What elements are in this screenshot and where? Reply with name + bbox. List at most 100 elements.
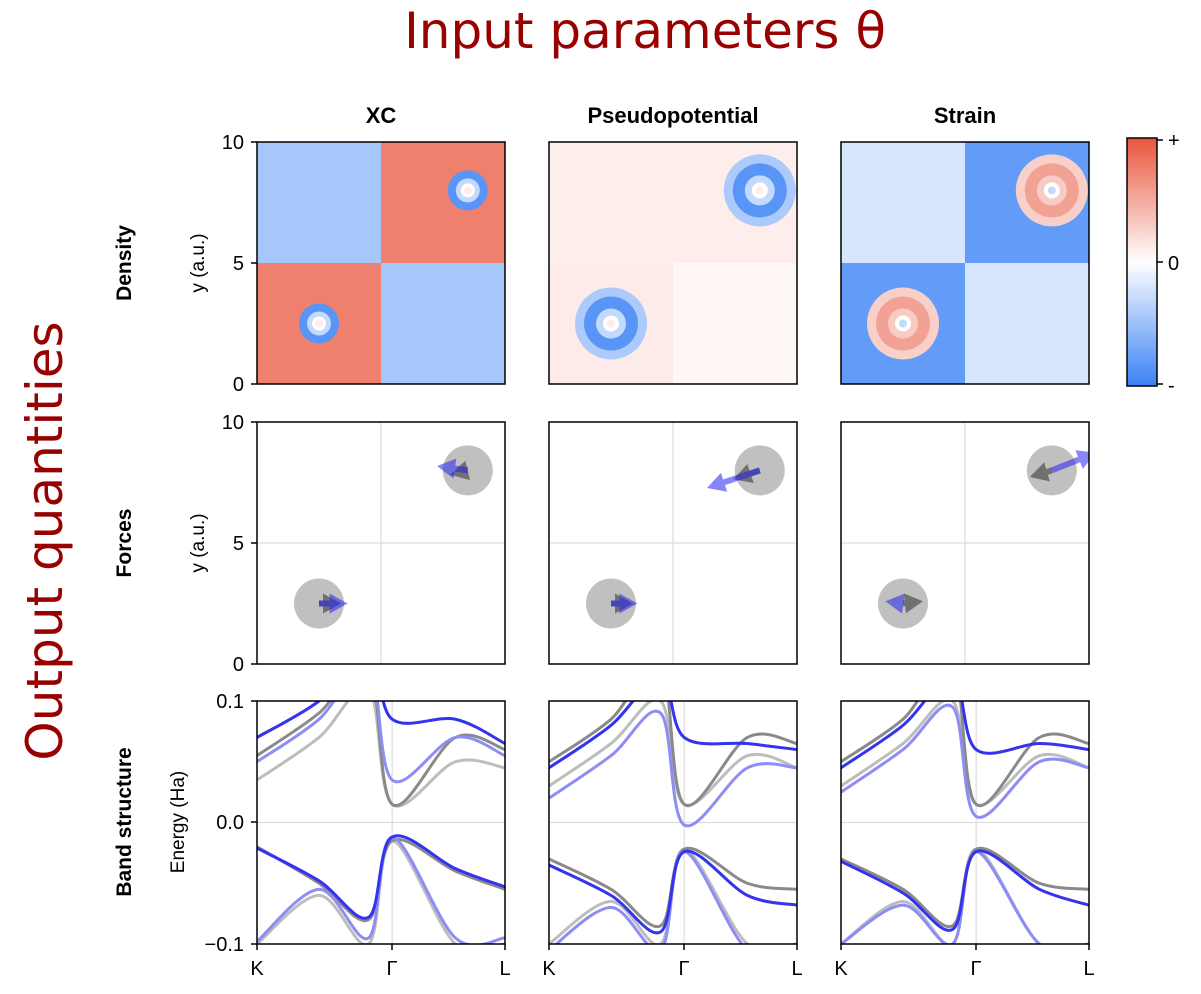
density-frame: [256, 141, 506, 385]
colorbar: + 0 -: [1126, 130, 1180, 397]
perturbed-force-arrow-head: [437, 458, 457, 479]
density-y-tick-label: 10: [222, 132, 244, 154]
forces-panels: [256, 421, 1090, 665]
top-title: Input parameters θ: [404, 2, 886, 60]
density-panel-xc: [257, 142, 505, 384]
band-panel-strain: [841, 701, 1089, 944]
band-y-tick-label: 0.0: [216, 812, 244, 834]
band-panel-pseudopotential: [549, 701, 797, 944]
band-y-tick-label: 0.1: [216, 691, 244, 713]
reference-force-arrow-head: [903, 593, 923, 614]
colorbar-label-minus: -: [1168, 375, 1175, 397]
column-title-strain: Strain: [934, 103, 996, 128]
density-y-ticks: 0 5 10: [222, 132, 257, 396]
density-frame: [840, 141, 1090, 385]
density-panel-pseudopotential: [549, 142, 797, 384]
forces-y-tick-label: 5: [233, 533, 244, 555]
perturbed-band-line: [841, 849, 1089, 932]
reference-band-line: [841, 847, 1089, 944]
band-frame: [548, 700, 798, 945]
density-y-axis-label: y (a.u.): [188, 233, 209, 292]
band-frame: [840, 700, 1090, 945]
band-x-tick-label: L: [499, 958, 510, 980]
colorbar-label-plus: +: [1168, 130, 1180, 152]
perturbed-band-line: [257, 701, 505, 745]
band-y-tick-label: −0.1: [205, 934, 244, 956]
density-y-tick-label: 5: [233, 253, 244, 275]
colorbar-label-zero: 0: [1168, 253, 1179, 275]
reference-force-arrow: [1046, 467, 1053, 475]
reference-band-line: [549, 701, 797, 808]
forces-panel-xc: [257, 422, 505, 664]
perturbed-force-arrow-head: [619, 593, 638, 614]
density-region: [673, 263, 797, 384]
perturbed-force-arrow: [454, 465, 469, 474]
forces-panel-pseudopotential: [549, 422, 797, 664]
band-x-tick-label: L: [791, 958, 802, 980]
perturbed-band-line: [841, 701, 1089, 770]
density-region: [381, 142, 505, 263]
band-x-tick-label: L: [1083, 958, 1094, 980]
perturbed-band-line: [549, 701, 797, 770]
perturbed-force-arrow-head: [1075, 450, 1089, 469]
reference-band-line: [549, 701, 797, 807]
left-title: Output quantities: [16, 321, 74, 760]
column-title-pseudopotential: Pseudopotential: [587, 103, 758, 128]
band-structure-panels: [256, 700, 1090, 945]
reference-band-line: [841, 701, 1089, 808]
forces-y-tick-label: 0: [233, 654, 244, 676]
band-x-tick-label: K: [834, 958, 848, 980]
perturbed-force-arrow-head: [707, 472, 728, 492]
forces-frame: [840, 421, 1090, 665]
band-x-tick-label: K: [542, 958, 556, 980]
density-nucleus: [315, 319, 323, 328]
row-title-forces: Forces: [113, 509, 136, 578]
forces-frame: [256, 421, 506, 665]
band-panel-xc: [257, 701, 505, 944]
row-title-density: Density: [113, 225, 136, 301]
colorbar-gradient: [1126, 137, 1158, 387]
perturbed-band-line: [257, 835, 505, 944]
forces-y-tick-label: 10: [222, 412, 244, 434]
density-panel-strain: [841, 142, 1089, 384]
band-x-tick-label: Γ: [678, 958, 689, 980]
perturbed-band-line: [549, 709, 797, 828]
density-region: [549, 142, 673, 263]
perturbed-band-line: [549, 849, 797, 935]
perturbed-force-arrow: [1050, 456, 1081, 474]
band-x-ticks: K Γ L K Γ L K Γ L: [250, 944, 1095, 980]
column-title-xc: XC: [366, 103, 397, 128]
band-y-ticks: −0.1 0.0 0.1: [205, 691, 257, 956]
band-frame: [256, 700, 506, 945]
density-region: [965, 263, 1089, 384]
perturbed-force-arrow-head: [329, 593, 348, 614]
density-frame: [548, 141, 798, 385]
band-x-tick-label: K: [250, 958, 264, 980]
density-nucleus: [899, 319, 907, 328]
perturbed-band-line: [841, 850, 1089, 944]
band-y-axis-label: Energy (Ha): [168, 771, 189, 873]
density-nucleus: [607, 319, 615, 328]
perturbed-band-line: [257, 834, 505, 920]
perturbed-force-arrow: [723, 467, 761, 486]
reference-force-arrow-head: [1029, 462, 1050, 482]
forces-y-ticks: 0 5 10: [222, 412, 257, 676]
reference-band-line: [257, 839, 505, 944]
band-x-tick-label: Γ: [386, 958, 397, 980]
perturbed-band-line: [841, 703, 1089, 819]
forces-frame: [548, 421, 798, 665]
density-heatmaps: [256, 141, 1090, 385]
forces-y-axis-label: y (a.u.): [188, 513, 209, 572]
density-region: [381, 263, 505, 384]
band-x-tick-label: Γ: [970, 958, 981, 980]
row-title-band-structure: Band structure: [113, 747, 136, 896]
density-nucleus: [755, 186, 764, 195]
density-region: [257, 142, 381, 263]
density-y-tick-label: 0: [233, 374, 244, 396]
density-nucleus: [1047, 186, 1056, 195]
perturbed-band-line: [554, 850, 797, 944]
forces-panel-strain: [841, 422, 1089, 664]
perturbed-force-arrow-head: [885, 593, 905, 614]
perturbed-band-line: [257, 701, 505, 784]
